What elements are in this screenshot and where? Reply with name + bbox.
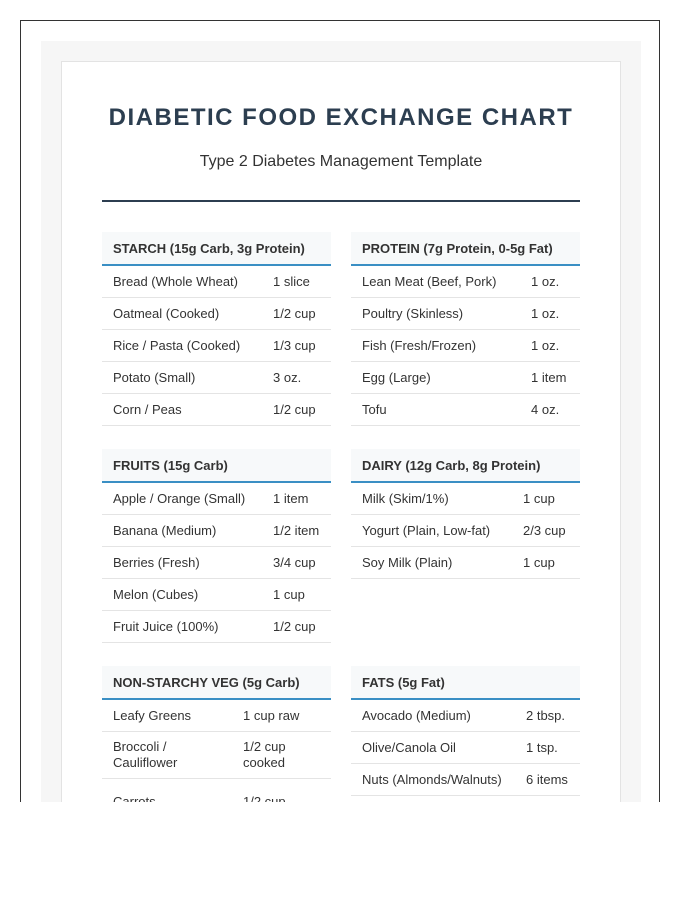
table-row: Carrots 1/2 cup — [102, 779, 331, 802]
portion: 1 cup — [523, 555, 555, 570]
food-name: Melon (Cubes) — [113, 587, 199, 602]
table-row: Potato (Small) 3 oz. — [102, 362, 331, 394]
food-name: Apple / Orange (Small) — [113, 491, 246, 506]
table-row: Olive/Canola Oil 1 tsp. — [351, 732, 580, 764]
food-name: Fish (Fresh/Frozen) — [362, 338, 477, 353]
food-name: Leafy Greens — [113, 708, 192, 723]
page-subtitle: Type 2 Diabetes Management Template — [199, 153, 483, 170]
table-row: Avocado (Medium) 2 tbsp. — [351, 700, 580, 732]
table-row: Tofu 4 oz. — [351, 394, 580, 426]
portion: 1 oz. — [531, 274, 560, 289]
section-header: FRUITS (15g Carb) — [102, 449, 331, 483]
table-row: Corn / Peas 1/2 cup — [102, 394, 331, 426]
portion: 1/3 cup — [273, 338, 316, 353]
table-row: Melon (Cubes) 1 cup — [102, 579, 331, 611]
table-row: Rice / Pasta (Cooked) 1/3 cup — [102, 330, 331, 362]
table-row: Leafy Greens 1 cup raw — [102, 700, 331, 732]
table-row: Bread (Whole Wheat) 1 slice — [102, 266, 331, 298]
portion: 1 cup raw — [243, 708, 300, 723]
page-title: DIABETIC FOOD EXCHANGE CHART — [108, 104, 574, 131]
food-name: Milk (Skim/1%) — [362, 491, 449, 506]
section-protein: PROTEIN (7g Protein, 0-5g Fat) Lean Meat… — [351, 232, 580, 426]
table-row: Fruit Juice (100%) 1/2 cup — [102, 611, 331, 643]
table-row: Lean Meat (Beef, Pork) 1 oz. — [351, 266, 580, 298]
portion: 1/2 cup — [273, 306, 316, 321]
table-row: Egg (Large) 1 item — [351, 362, 580, 394]
portion: 1/2 cup cooked — [243, 739, 286, 770]
table-row: Poultry (Skinless) 1 oz. — [351, 298, 580, 330]
section-header: STARCH (15g Carb, 3g Protein) — [102, 232, 331, 266]
food-name: Fruit Juice (100%) — [113, 619, 219, 634]
food-name: Potato (Small) — [113, 370, 196, 385]
food-name: Banana (Medium) — [113, 523, 217, 538]
table-row: Soy Milk (Plain) 1 cup — [351, 547, 580, 579]
portion: 1 oz. — [531, 306, 560, 321]
portion: 4 oz. — [531, 402, 560, 417]
food-name: Olive/Canola Oil — [362, 740, 456, 755]
food-name: Poultry (Skinless) — [362, 306, 464, 321]
food-name: Broccoli / Cauliflower — [113, 739, 178, 770]
section-fruits: FRUITS (15g Carb) Apple / Orange (Small)… — [102, 449, 331, 643]
page-frame: DIABETIC FOOD EXCHANGE CHART Type 2 Diab… — [20, 20, 660, 802]
portion: 1/2 cup — [273, 619, 316, 634]
portion: 1 oz. — [531, 338, 560, 353]
section-starch: STARCH (15g Carb, 3g Protein) Bread (Who… — [102, 232, 331, 426]
table-row: Milk (Skim/1%) 1 cup — [351, 483, 580, 515]
table-row: Yogurt (Plain, Low-fat) 2/3 cup — [351, 515, 580, 547]
portion: 1 tsp. — [526, 740, 558, 755]
portion: 1 item — [273, 491, 309, 506]
food-name: Tofu — [362, 402, 387, 417]
food-name: Egg (Large) — [362, 370, 431, 385]
food-name: Lean Meat (Beef, Pork) — [362, 274, 497, 289]
food-name: Bread (Whole Wheat) — [113, 274, 238, 289]
portion: 1 slice — [273, 274, 310, 289]
table-row: Nuts (Almonds/Walnuts) 6 items — [351, 764, 580, 796]
food-name: Rice / Pasta (Cooked) — [113, 338, 241, 353]
food-name: Nuts (Almonds/Walnuts) — [362, 772, 502, 787]
portion: 1/2 cup — [243, 794, 286, 802]
portion: 3 oz. — [273, 370, 302, 385]
food-name: Berries (Fresh) — [113, 555, 200, 570]
portion: 1 cup — [273, 587, 305, 602]
food-name: Oatmeal (Cooked) — [113, 306, 220, 321]
table-row: Berries (Fresh) 3/4 cup — [102, 547, 331, 579]
food-name: Carrots — [113, 794, 156, 802]
section-fats: FATS (5g Fat) Avocado (Medium) 2 tbsp. Ol… — [351, 666, 580, 796]
portion: 3/4 cup — [273, 555, 316, 570]
portion: 1/2 cup — [273, 402, 316, 417]
title-divider — [102, 200, 580, 202]
food-name: Soy Milk (Plain) — [362, 555, 453, 570]
table-row: Broccoli / Cauliflower 1/2 cup cooked — [102, 732, 331, 779]
table-row: Oatmeal (Cooked) 1/2 cup — [102, 298, 331, 330]
section-header: PROTEIN (7g Protein, 0-5g Fat) — [351, 232, 580, 266]
food-name: Corn / Peas — [113, 402, 182, 417]
section-non-starchy-veg: NON-STARCHY VEG (5g Carb) Leafy Greens 1 … — [102, 666, 331, 802]
portion: 1 cup — [523, 491, 555, 506]
portion: 6 items — [526, 772, 568, 787]
food-name: Yogurt (Plain, Low-fat) — [362, 523, 491, 538]
portion: 2 tbsp. — [526, 708, 566, 723]
page-background: DIABETIC FOOD EXCHANGE CHART Type 2 Diab… — [41, 41, 641, 802]
document-card: DIABETIC FOOD EXCHANGE CHART Type 2 Diab… — [61, 61, 621, 802]
section-header: FATS (5g Fat) — [351, 666, 580, 700]
table-row: Fish (Fresh/Frozen) 1 oz. — [351, 330, 580, 362]
portion: 2/3 cup — [523, 523, 566, 538]
section-header: DAIRY (12g Carb, 8g Protein) — [351, 449, 580, 483]
table-row: Apple / Orange (Small) 1 item — [102, 483, 331, 515]
food-name: Avocado (Medium) — [362, 708, 471, 723]
section-dairy: DAIRY (12g Carb, 8g Protein) Milk (Skim/… — [351, 449, 580, 579]
table-row: Banana (Medium) 1/2 item — [102, 515, 331, 547]
portion: 1/2 item — [273, 523, 320, 538]
section-header: NON-STARCHY VEG (5g Carb) — [102, 666, 331, 700]
portion: 1 item — [531, 370, 567, 385]
